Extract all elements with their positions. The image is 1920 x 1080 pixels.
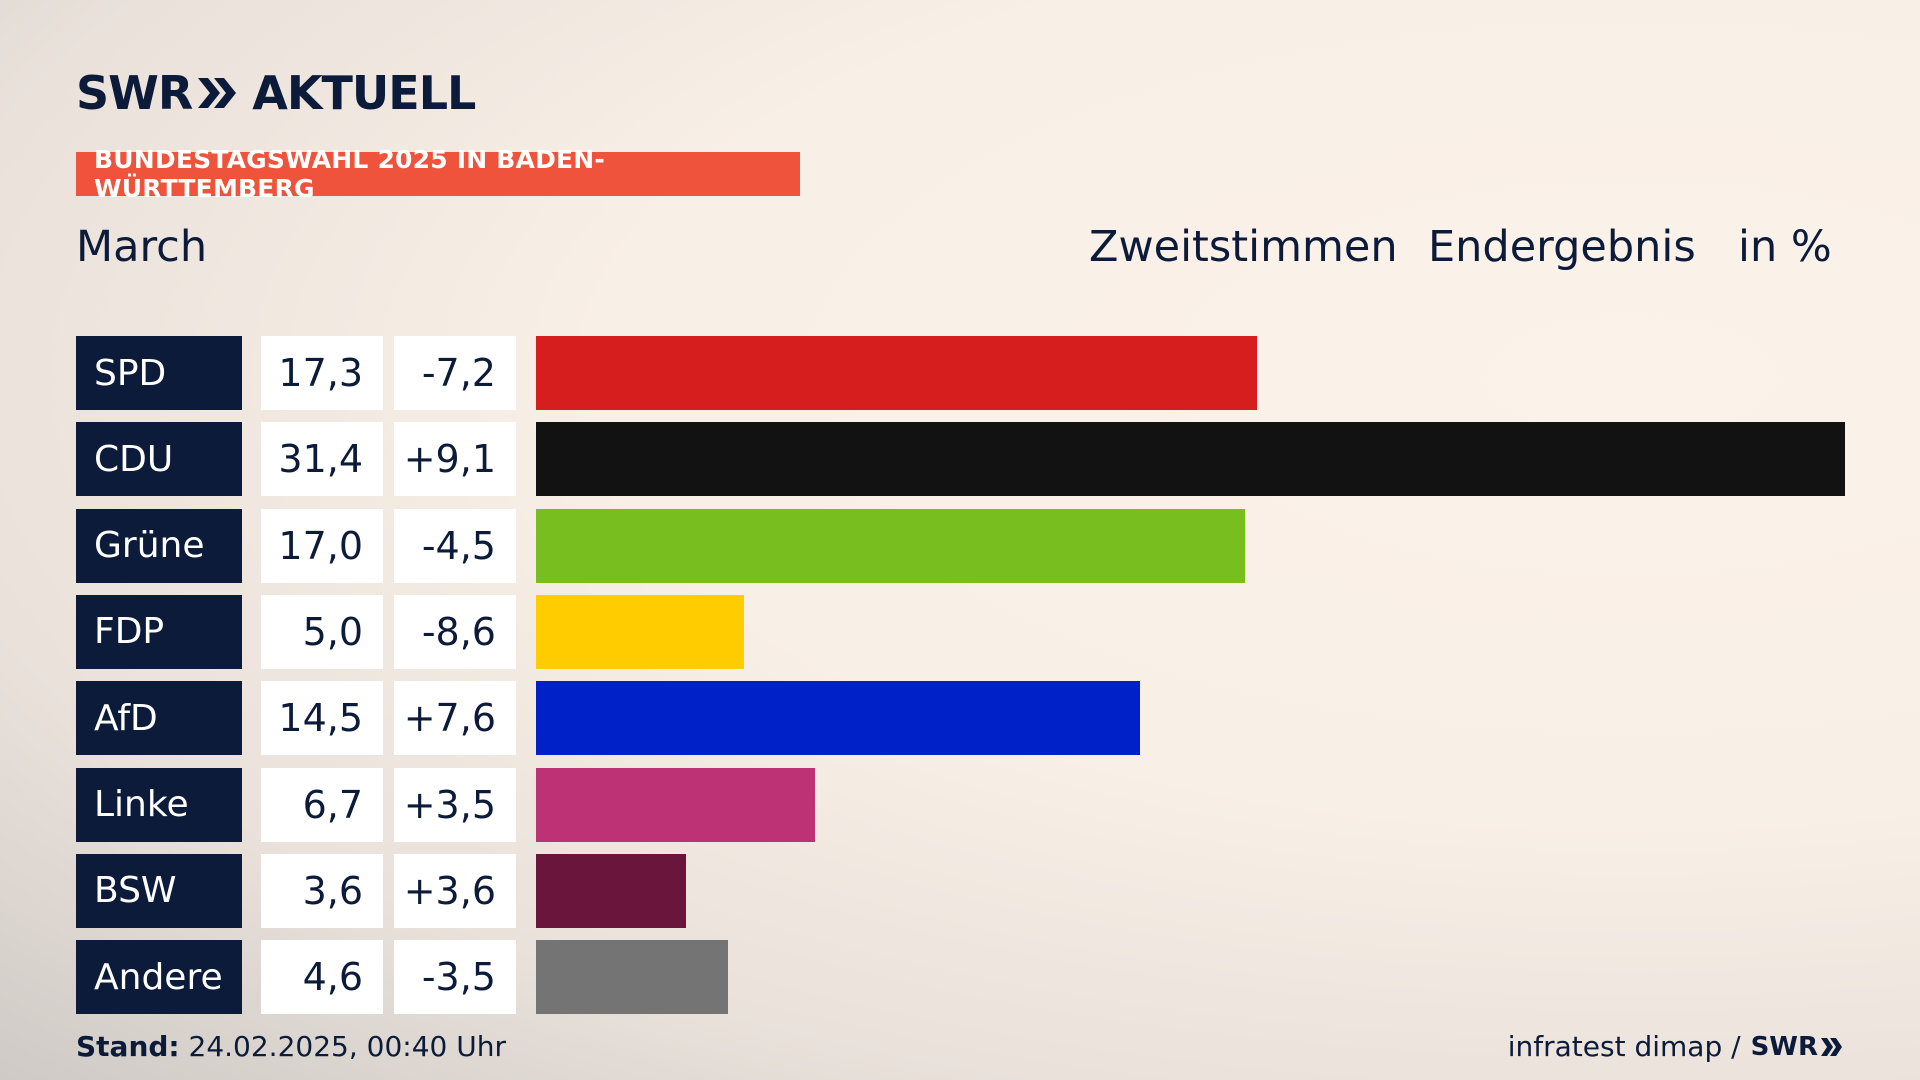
bar-bsw (536, 853, 686, 928)
bar-cdu (536, 422, 1845, 497)
vote-share-label: 3,6 (261, 853, 383, 928)
footer-stand: Stand: 24.02.2025, 00:40 Uhr (76, 1030, 506, 1063)
party-label: Andere (76, 940, 242, 1015)
party-label: Grüne (76, 508, 242, 583)
footer-source: infratest dimap / SWR (1508, 1030, 1844, 1063)
source-text: infratest dimap / (1507, 1030, 1741, 1063)
vote-share-label: 31,4 (261, 422, 383, 497)
party-label: Linke (76, 767, 242, 842)
bar-andere (536, 940, 728, 1015)
logo-aktuell-text: AKTUELL (252, 66, 476, 120)
swr-aktuell-logo: SWR AKTUELL (76, 66, 476, 120)
vote-change-label: -4,5 (394, 508, 516, 583)
bar-afd (536, 681, 1140, 756)
vote-share-label: 6,7 (261, 767, 383, 842)
party-label: BSW (76, 853, 242, 928)
stand-label: Stand: (76, 1030, 180, 1063)
vote-change-label: +3,5 (394, 767, 516, 842)
vote-share-label: 14,5 (261, 681, 383, 756)
vote-change-label: -7,2 (394, 336, 516, 410)
header-status: Endergebnis (1428, 222, 1696, 272)
bar-fdp (536, 594, 744, 669)
vote-change-label: +9,1 (394, 422, 516, 497)
vote-share-label: 17,0 (261, 508, 383, 583)
party-label: AfD (76, 681, 242, 756)
vote-change-label: -8,6 (394, 594, 516, 669)
vote-change-label: +7,6 (394, 681, 516, 756)
party-label: SPD (76, 336, 242, 410)
election-banner: BUNDESTAGSWAHL 2025 IN BADEN-WÜRTTEMBERG (76, 145, 800, 203)
vote-share-label: 5,0 (261, 594, 383, 669)
small-logo-text: SWR (1750, 1031, 1818, 1062)
small-swr-logo: SWR (1751, 1032, 1844, 1062)
double-chevron-icon (198, 78, 237, 108)
stand-value: 24.02.2025, 00:40 Uhr (179, 1030, 506, 1063)
bar-grne (536, 508, 1245, 583)
vote-share-label: 17,3 (261, 336, 383, 410)
logo-swr-text: SWR (76, 66, 193, 120)
party-label: FDP (76, 594, 242, 669)
vote-share-label: 4,6 (261, 940, 383, 1015)
region-title: March (76, 222, 208, 272)
header-votes: Zweitstimmen (1089, 222, 1398, 272)
small-double-chevron-icon (1821, 1037, 1842, 1056)
bar-linke (536, 767, 815, 842)
party-label: CDU (76, 422, 242, 497)
vote-change-label: +3,6 (394, 853, 516, 928)
bar-spd (536, 336, 1257, 410)
vote-change-label: -3,5 (394, 940, 516, 1015)
header-unit: in % (1738, 222, 1832, 272)
